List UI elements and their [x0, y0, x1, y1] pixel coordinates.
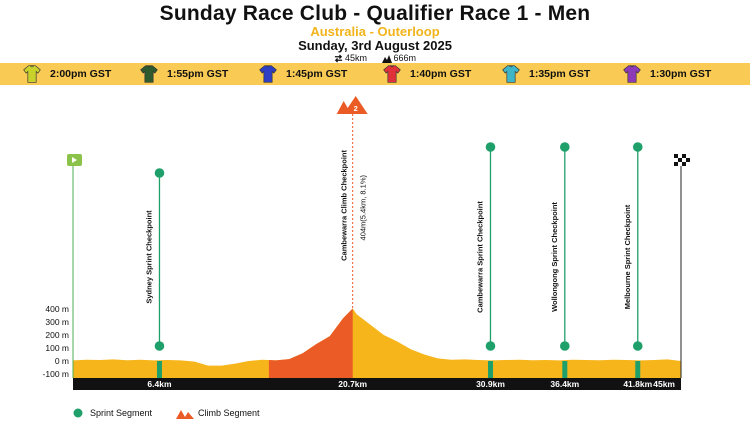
race-stats: 45km 666m: [0, 53, 750, 65]
sprint-bottom-dot: [154, 341, 165, 351]
sprint-bottom-dot: [632, 341, 643, 351]
distance-stat: 45km: [334, 53, 367, 63]
y-tick-label: 400 m: [45, 304, 69, 314]
race-date: Sunday, 3rd August 2025: [298, 38, 452, 53]
jersey-icon: [502, 65, 520, 83]
sprint-bottom-dot: [560, 341, 570, 351]
wave-6: 1:30pm GST: [622, 63, 711, 85]
distance-label: 41.8km: [623, 379, 652, 389]
climb-segment-area: [268, 308, 353, 378]
finish-flag-icon: [678, 162, 682, 166]
distance-label: 6.4km: [147, 379, 172, 389]
wave-3: 1:45pm GST: [258, 63, 347, 85]
jersey-icon: [623, 65, 641, 83]
wave-4: 1:40pm GST: [382, 63, 471, 85]
y-tick-label: -100 m: [43, 369, 69, 379]
wave-1: 2:00pm GST: [22, 63, 111, 85]
jersey-icon: [140, 65, 158, 83]
distance-bar: [73, 378, 681, 390]
legend-sprint-label: Sprint Segment: [90, 408, 153, 418]
wave-2: 1:55pm GST: [139, 63, 228, 85]
wave-time: 2:00pm GST: [50, 68, 112, 80]
finish-flag-icon: [682, 158, 686, 162]
finish-flag-icon: [682, 154, 686, 158]
sprint-bottom-dot: [485, 341, 496, 351]
sprint-top-dot: [560, 142, 570, 152]
play-icon: [72, 157, 77, 163]
wave-time: 1:40pm GST: [410, 68, 472, 80]
sprint-segment-mark: [562, 361, 568, 378]
sprint-top-dot: [632, 142, 643, 152]
distance-label: 45km: [653, 379, 675, 389]
distance-label: 36.4km: [550, 379, 579, 389]
elevation-area: [73, 308, 681, 378]
mountain-icon: [381, 54, 392, 63]
finish-flag-icon: [674, 158, 678, 162]
y-tick-label: 100 m: [45, 343, 69, 353]
y-tick-label: 0 m: [55, 356, 69, 366]
finish-flag-icon: [674, 154, 678, 158]
sprint-checkpoint-label: Wollongong Sprint Checkpoint: [550, 202, 559, 312]
finish-flag-icon: [686, 162, 690, 166]
sprint-segment-mark: [487, 361, 493, 378]
y-tick-label: 300 m: [45, 317, 69, 327]
distance-value: 45km: [344, 53, 367, 63]
jersey-icon: [383, 65, 401, 83]
distance-label: 20.7km: [338, 379, 367, 389]
finish-flag-icon: [686, 158, 690, 162]
sprint-segment-mark: [156, 361, 162, 378]
jersey-icon: [23, 65, 41, 83]
elevation-stat: 666m: [381, 53, 417, 63]
elevation-value: 666m: [393, 53, 417, 63]
climb-detail-label: 404m(5.4km, 8.1%): [359, 175, 368, 241]
wave-time: 1:55pm GST: [167, 68, 229, 80]
jersey-icon: [259, 65, 277, 83]
wave-time: 1:35pm GST: [529, 68, 591, 80]
sprint-checkpoint-label: Cambewarra Sprint Checkpoint: [475, 201, 484, 313]
race-subtitle: Australia - Outerloop: [310, 24, 440, 39]
legend-sprint: Sprint Segment: [72, 407, 152, 419]
sprint-segment-mark: [635, 361, 641, 378]
elevation-profile-chart: 400 m 300 m 200 m 100 m 0 m -100 m 6.4km 20.7km…: [43, 96, 690, 390]
climb-category-icon: [336, 96, 368, 114]
wave-time: 1:45pm GST: [286, 68, 348, 80]
distance-label: 30.9km: [476, 379, 505, 389]
page-title: Sunday Race Club - Qualifier Race 1 - Me…: [159, 2, 591, 25]
climb-name-label: Cambewarra Climb Checkpoint: [340, 149, 349, 260]
finish-flag-icon: [678, 158, 682, 162]
route-icon: [334, 53, 343, 63]
start-waves-band: 2:00pm GST 1:55pm GST 1:45pm GST 1:40pm …: [0, 63, 750, 85]
wave-5: 1:35pm GST: [501, 63, 590, 85]
sprint-checkpoint-label: Sydney Sprint Checkpoint: [144, 210, 153, 304]
finish-flag-icon: [686, 154, 690, 158]
sprint-dot-icon: [73, 408, 83, 418]
wave-time: 1:30pm GST: [650, 68, 712, 80]
sprint-checkpoint-label: Melbourne Sprint Checkpoint: [623, 204, 632, 309]
climb-triangle-icon: [176, 410, 194, 419]
legend-climb: Climb Segment: [176, 407, 260, 419]
finish-flag-icon: [682, 162, 686, 166]
sprint-top-dot: [154, 168, 165, 178]
y-tick-label: 200 m: [45, 330, 69, 340]
legend-climb-label: Climb Segment: [198, 408, 260, 418]
finish-flag-icon: [674, 162, 678, 166]
sprint-top-dot: [485, 142, 496, 152]
finish-flag-icon: [678, 154, 682, 158]
climb-category-label: 2: [354, 104, 358, 113]
